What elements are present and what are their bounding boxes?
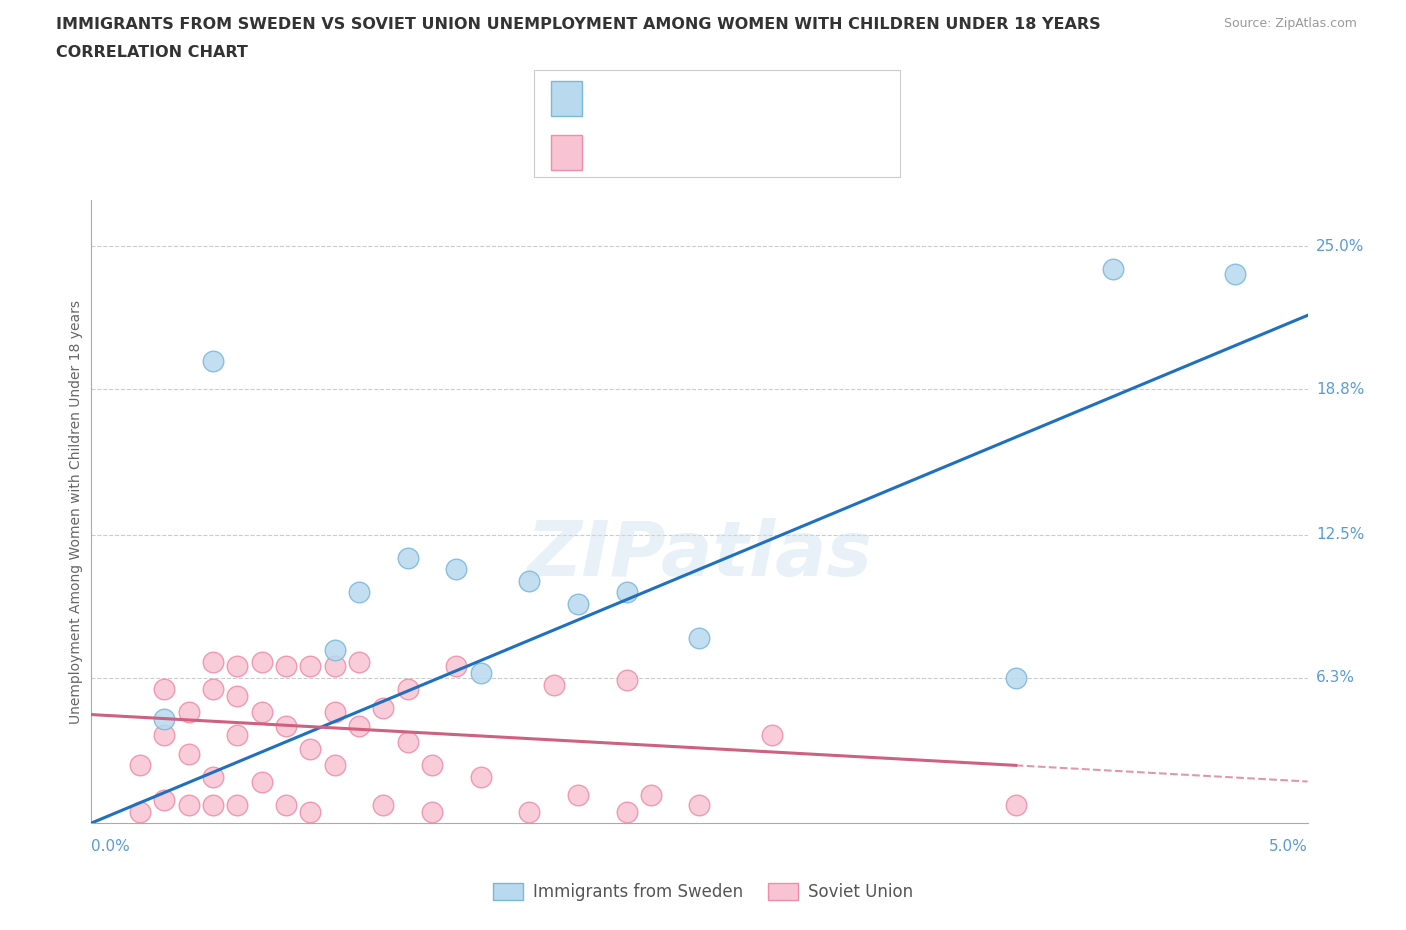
Point — [274, 797, 297, 812]
Point — [153, 728, 176, 743]
Point — [1223, 266, 1246, 281]
Point — [373, 700, 395, 715]
Point — [202, 682, 225, 697]
Point — [470, 666, 492, 681]
Text: R = -0.181   N = 42: R = -0.181 N = 42 — [593, 142, 786, 160]
Point — [420, 758, 443, 773]
Point — [616, 672, 638, 687]
Point — [688, 631, 710, 645]
Text: ZIPatlas: ZIPatlas — [526, 518, 873, 592]
Y-axis label: Unemployment Among Women with Children Under 18 years: Unemployment Among Women with Children U… — [69, 299, 83, 724]
Point — [567, 788, 589, 803]
Point — [299, 742, 322, 757]
Point — [347, 585, 370, 600]
Point — [177, 747, 200, 762]
Text: IMMIGRANTS FROM SWEDEN VS SOVIET UNION UNEMPLOYMENT AMONG WOMEN WITH CHILDREN UN: IMMIGRANTS FROM SWEDEN VS SOVIET UNION U… — [56, 17, 1101, 32]
Point — [202, 769, 225, 784]
Point — [347, 654, 370, 669]
Point — [129, 804, 152, 819]
Point — [517, 804, 540, 819]
Point — [373, 797, 395, 812]
Point — [129, 758, 152, 773]
Text: 5.0%: 5.0% — [1268, 839, 1308, 854]
Point — [567, 596, 589, 611]
Text: Source: ZipAtlas.com: Source: ZipAtlas.com — [1223, 17, 1357, 30]
Point — [444, 658, 467, 673]
Point — [250, 774, 273, 789]
Point — [470, 769, 492, 784]
Text: 18.8%: 18.8% — [1316, 381, 1364, 397]
Point — [444, 562, 467, 577]
Text: R =  0.701   N = 15: R = 0.701 N = 15 — [593, 89, 785, 107]
Legend: Immigrants from Sweden, Soviet Union: Immigrants from Sweden, Soviet Union — [486, 876, 920, 908]
Point — [616, 804, 638, 819]
Point — [226, 658, 249, 673]
Point — [177, 705, 200, 720]
Text: 6.3%: 6.3% — [1316, 671, 1355, 685]
Point — [226, 689, 249, 704]
Point — [202, 797, 225, 812]
Point — [1102, 261, 1125, 276]
Point — [153, 682, 176, 697]
Point — [517, 573, 540, 588]
Point — [1004, 797, 1026, 812]
Point — [420, 804, 443, 819]
Point — [299, 658, 322, 673]
Point — [616, 585, 638, 600]
Point — [274, 719, 297, 734]
Point — [396, 735, 419, 750]
Point — [226, 728, 249, 743]
Point — [153, 711, 176, 726]
Point — [396, 682, 419, 697]
Point — [153, 792, 176, 807]
Point — [226, 797, 249, 812]
Point — [299, 804, 322, 819]
Point — [761, 728, 783, 743]
Point — [202, 654, 225, 669]
Point — [323, 705, 346, 720]
Point — [202, 354, 225, 369]
Point — [323, 643, 346, 658]
Point — [323, 658, 346, 673]
Text: 0.0%: 0.0% — [91, 839, 131, 854]
Point — [177, 797, 200, 812]
Point — [250, 705, 273, 720]
Point — [323, 758, 346, 773]
Text: 25.0%: 25.0% — [1316, 239, 1364, 254]
Point — [543, 677, 565, 692]
Text: CORRELATION CHART: CORRELATION CHART — [56, 45, 247, 60]
Point — [250, 654, 273, 669]
Point — [274, 658, 297, 673]
Point — [396, 551, 419, 565]
Point — [1004, 671, 1026, 685]
Point — [347, 719, 370, 734]
Point — [640, 788, 662, 803]
Text: 12.5%: 12.5% — [1316, 527, 1364, 542]
Point — [688, 797, 710, 812]
